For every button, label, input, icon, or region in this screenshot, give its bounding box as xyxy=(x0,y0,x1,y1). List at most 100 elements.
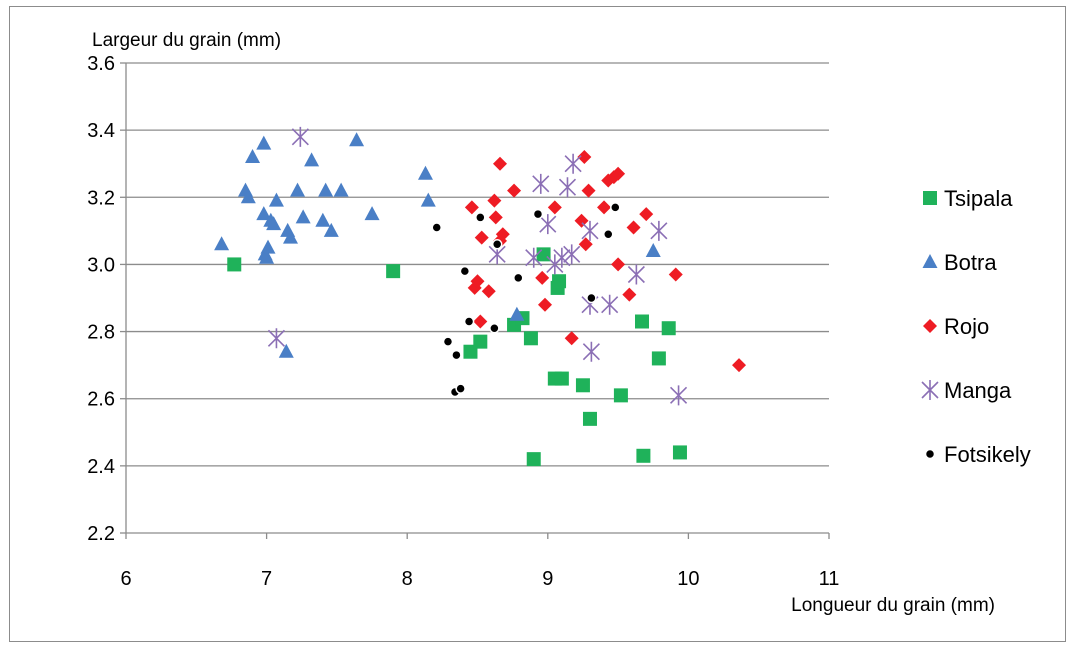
point-tsipala xyxy=(526,452,541,467)
point-fotsikely xyxy=(489,322,500,334)
point-tsipala xyxy=(651,351,666,366)
point-botra xyxy=(240,189,256,204)
gridlines xyxy=(126,62,829,467)
point-fotsikely xyxy=(532,208,544,220)
point-tsipala xyxy=(582,411,597,426)
point-rojo xyxy=(581,183,596,198)
point-fotsikely xyxy=(586,292,597,304)
legend: Tsipala Botra Rojo Manga Fotsikely xyxy=(921,186,1031,467)
legend-label-manga: Manga xyxy=(944,378,1012,403)
legend-marker-botra xyxy=(922,254,938,268)
point-botra xyxy=(420,192,436,207)
point-tsipala xyxy=(536,247,551,262)
point-tsipala xyxy=(473,334,488,349)
point-botra xyxy=(304,152,320,167)
y-tick-label: 2.4 xyxy=(87,456,115,478)
point-manga xyxy=(627,264,645,285)
point-botra xyxy=(268,192,284,207)
point-botra xyxy=(364,206,380,221)
x-tick-label: 11 xyxy=(819,568,840,590)
point-rojo xyxy=(470,274,485,289)
point-botra xyxy=(283,229,299,244)
point-rojo xyxy=(535,270,550,285)
point-manga xyxy=(582,341,600,362)
point-tsipala xyxy=(227,257,242,272)
point-botra xyxy=(290,182,306,197)
point-rojo xyxy=(611,166,626,181)
y-tick-labels: 2.2 2.4 2.6 2.8 3.0 3.2 3.4 3.6 xyxy=(87,53,115,545)
point-fotsikely xyxy=(455,383,466,394)
point-botra xyxy=(645,243,661,257)
data-points xyxy=(214,126,747,467)
x-tick-label: 6 xyxy=(120,568,131,590)
point-tsipala xyxy=(661,321,676,336)
y-tick-label: 3.6 xyxy=(87,53,115,75)
point-rojo xyxy=(574,213,589,228)
point-botra xyxy=(245,149,261,163)
x-tick-labels: 6 7 8 9 10 11 xyxy=(120,568,839,590)
legend-marker-rojo xyxy=(923,319,937,333)
point-rojo xyxy=(481,284,496,299)
chart-frame xyxy=(9,6,1066,642)
x-tick-label: 7 xyxy=(261,568,272,590)
x-tick-label: 10 xyxy=(677,568,699,590)
point-rojo xyxy=(495,227,510,242)
y-tick-label: 2.6 xyxy=(87,389,115,411)
point-fotsikely xyxy=(463,316,475,327)
point-botra xyxy=(333,182,349,197)
point-rojo xyxy=(492,156,507,171)
point-manga xyxy=(539,214,557,235)
y-tick-label: 2.8 xyxy=(87,322,115,344)
legend-label-tsipala: Tsipala xyxy=(944,186,1013,211)
point-botra xyxy=(260,239,276,254)
point-rojo xyxy=(488,210,503,225)
point-botra xyxy=(259,249,275,264)
point-rojo xyxy=(577,150,592,164)
y-tick-label: 2.2 xyxy=(87,523,115,545)
legend-marker-tsipala xyxy=(923,191,937,205)
point-tsipala xyxy=(613,388,628,403)
y-tick-label: 3.0 xyxy=(87,254,115,276)
point-botra xyxy=(214,236,230,251)
point-fotsikely xyxy=(513,272,524,284)
legend-label-fotsikely: Fotsikely xyxy=(944,442,1031,467)
point-manga xyxy=(581,220,599,241)
legend-marker-fotsikely xyxy=(924,448,936,460)
point-rojo xyxy=(639,207,654,222)
point-botra xyxy=(278,343,294,358)
point-botra xyxy=(318,182,334,197)
point-botra xyxy=(256,206,272,221)
point-fotsikely xyxy=(442,336,454,347)
point-manga xyxy=(291,126,309,147)
point-fotsikely xyxy=(431,222,442,233)
point-manga xyxy=(532,173,550,194)
point-botra xyxy=(349,132,365,147)
point-rojo xyxy=(474,230,489,245)
point-manga xyxy=(558,177,577,198)
point-fotsikely xyxy=(610,202,621,213)
point-rojo xyxy=(487,193,502,208)
point-rojo xyxy=(732,358,747,373)
point-fotsikely xyxy=(475,212,486,223)
y-tick-label: 3.2 xyxy=(87,187,115,209)
point-rojo xyxy=(464,200,479,215)
point-tsipala xyxy=(575,378,590,393)
point-tsipala xyxy=(554,371,569,386)
point-rojo xyxy=(668,267,683,282)
legend-marker-manga xyxy=(921,380,939,400)
point-botra xyxy=(256,135,272,150)
axes xyxy=(120,62,830,539)
point-manga xyxy=(553,247,571,268)
point-fotsikely xyxy=(451,349,462,361)
point-rojo xyxy=(507,183,522,198)
point-fotsikely xyxy=(603,228,614,240)
point-tsipala xyxy=(386,264,401,279)
point-manga xyxy=(267,328,286,349)
point-fotsikely xyxy=(459,265,471,277)
point-botra xyxy=(323,222,339,237)
point-tsipala xyxy=(636,448,651,463)
point-manga xyxy=(563,244,581,265)
point-rojo xyxy=(626,220,641,235)
point-manga xyxy=(669,385,688,406)
